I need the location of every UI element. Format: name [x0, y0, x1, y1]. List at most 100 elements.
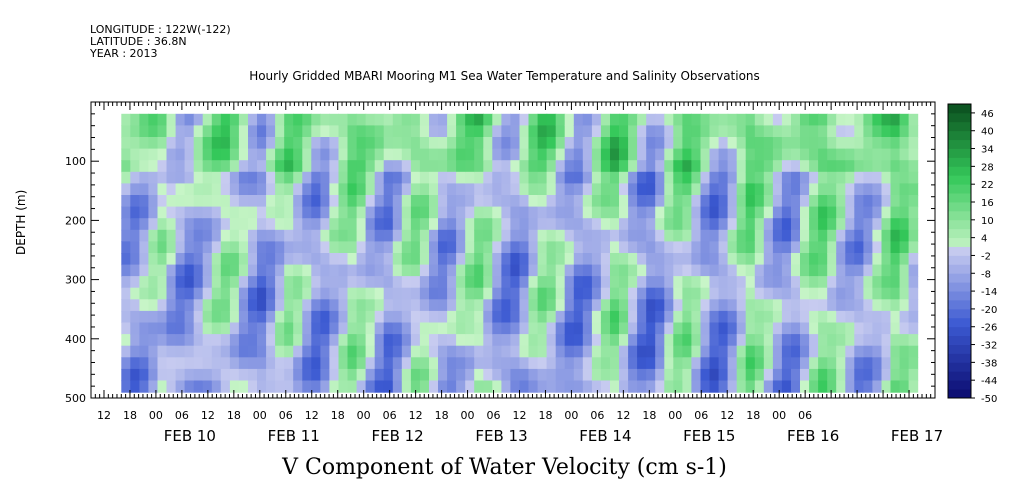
heatmap-cell: [899, 148, 910, 161]
heatmap-cell: [546, 206, 557, 219]
heatmap-cell: [130, 183, 140, 196]
heatmap-cell: [800, 299, 810, 312]
heatmap-cell: [564, 160, 575, 173]
heatmap-cell: [908, 357, 919, 370]
heatmap-cell: [429, 183, 439, 196]
heatmap-cell: [302, 310, 312, 324]
heatmap-cell: [800, 253, 810, 266]
heatmap-cell: [383, 137, 394, 150]
heatmap-cell: [709, 368, 720, 382]
heatmap-cell: [202, 183, 213, 196]
heatmap-cell: [438, 229, 448, 242]
heatmap-cell: [809, 183, 819, 196]
heatmap-cell: [202, 380, 213, 393]
heatmap-cell: [419, 380, 430, 393]
heatmap-cell: [465, 310, 475, 324]
heatmap-cell: [275, 137, 285, 150]
heatmap-cell: [546, 322, 557, 335]
heatmap-cell: [791, 171, 801, 184]
heatmap-cell: [211, 241, 222, 254]
heatmap-cell: [220, 137, 231, 150]
heatmap-cell: [619, 253, 629, 266]
heatmap-cell: [148, 334, 158, 347]
colorbar-band: [948, 371, 971, 381]
heatmap-cell: [718, 310, 729, 324]
heatmap-cell: [320, 160, 330, 173]
heatmap-cell: [582, 357, 593, 370]
heatmap-cell: [184, 368, 195, 382]
heatmap-cell: [682, 218, 692, 231]
colorbar-band: [948, 335, 971, 345]
heatmap-cell: [745, 253, 756, 266]
heatmap-cell: [890, 229, 901, 242]
heatmap-cell: [881, 253, 892, 266]
heatmap-cell: [610, 125, 620, 138]
heatmap-cell: [845, 380, 855, 393]
heatmap-cell: [410, 137, 421, 150]
heatmap-cell: [302, 357, 312, 370]
heatmap-cell: [881, 171, 892, 184]
heatmap-cell: [818, 322, 828, 335]
heatmap-cell: [121, 113, 131, 126]
heatmap-cell: [311, 183, 321, 196]
heatmap-cell: [483, 322, 493, 335]
heatmap-cell: [501, 368, 511, 382]
heatmap-cell: [818, 264, 828, 277]
heatmap-cell: [673, 148, 683, 161]
heatmap-cell: [619, 310, 629, 324]
heatmap-cell: [492, 160, 502, 173]
heatmap-cell: [510, 241, 520, 254]
heatmap-cell: [238, 253, 249, 266]
heatmap-cell: [700, 287, 711, 300]
heatmap-cell: [474, 137, 484, 150]
heatmap-cell: [293, 195, 303, 208]
heatmap-cell: [664, 218, 674, 231]
heatmap-cell: [419, 345, 430, 358]
heatmap-cell: [510, 276, 520, 289]
heatmap-cell: [456, 299, 466, 312]
heatmap-cell: [700, 276, 711, 289]
heatmap-cell: [419, 171, 430, 184]
heatmap-cell: [329, 287, 339, 300]
heatmap-cell: [628, 183, 638, 196]
heatmap-cell: [311, 125, 321, 138]
heatmap-cell: [673, 357, 683, 370]
heatmap-cell: [365, 218, 376, 231]
heatmap-cell: [582, 380, 593, 393]
heatmap-cell: [709, 276, 720, 289]
heatmap-cell: [528, 368, 539, 382]
heatmap-cell: [564, 137, 575, 150]
heatmap-cell: [718, 276, 729, 289]
heatmap-cell: [727, 160, 738, 173]
heatmap-cell: [229, 160, 240, 173]
heatmap-cell: [356, 241, 367, 254]
heatmap-cell: [202, 125, 213, 138]
heatmap-cell: [229, 299, 240, 312]
heatmap-cell: [718, 171, 729, 184]
heatmap-cell: [610, 206, 620, 219]
heatmap-cell: [800, 218, 810, 231]
heatmap-cell: [338, 287, 349, 300]
heatmap-cell: [438, 183, 448, 196]
heatmap-cell: [845, 299, 855, 312]
heatmap-cell: [229, 229, 240, 242]
heatmap-cell: [121, 160, 131, 173]
heatmap-cell: [646, 368, 656, 382]
heatmap-cell: [447, 137, 457, 150]
heatmap-cell: [854, 310, 864, 324]
colorbar-band: [948, 139, 971, 149]
heatmap-cell: [492, 322, 502, 335]
heatmap-cell: [646, 299, 656, 312]
colorbar-label: -44: [981, 376, 997, 387]
heatmap-cell: [564, 345, 575, 358]
heatmap-cell: [899, 229, 910, 242]
heatmap-cell: [410, 171, 421, 184]
heatmap-cell: [338, 206, 349, 219]
heatmap-cell: [275, 276, 285, 289]
heatmap-cell: [266, 218, 276, 231]
heatmap-cell: [528, 171, 539, 184]
heatmap-cell: [483, 148, 493, 161]
heatmap-cell: [338, 113, 349, 126]
heatmap-cell: [890, 206, 901, 219]
heatmap-cell: [429, 345, 439, 358]
